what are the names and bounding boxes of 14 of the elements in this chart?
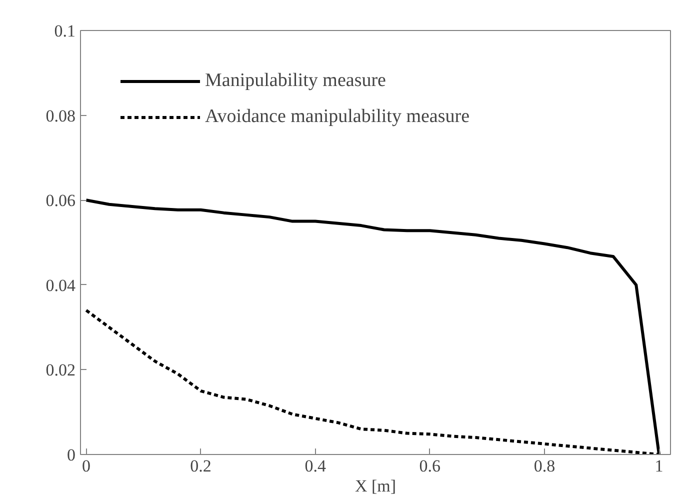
x-tick-label: 0.8 — [534, 456, 556, 476]
x-axis-title: X [m] — [354, 476, 396, 496]
x-tick-label: 0.2 — [190, 456, 212, 476]
x-tick-label: 0 — [82, 456, 90, 476]
y-tick-label: 0.06 — [46, 191, 76, 210]
x-tick-label: 0.4 — [304, 456, 326, 476]
y-tick-label: 0.04 — [46, 276, 76, 295]
x-tick-label: 0.6 — [419, 456, 441, 476]
y-tick-label: 0.02 — [46, 360, 76, 380]
y-tick-label: 0.1 — [54, 22, 76, 40]
x-tick-label: 1 — [654, 456, 664, 476]
legend-label: Avoidance manipulability measure — [205, 106, 470, 128]
legend-label: Manipulability measure — [205, 70, 386, 92]
y-tick-label: 0.08 — [46, 106, 76, 126]
